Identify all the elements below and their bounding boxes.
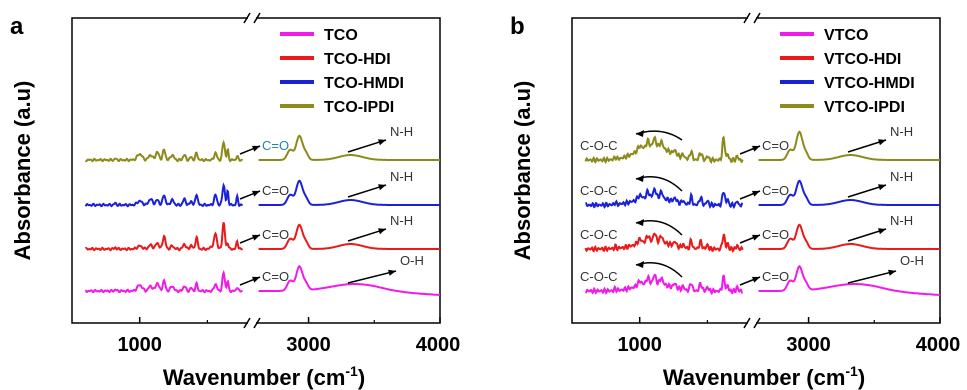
series-line-left [84,269,243,294]
x-tick-label: 3000 [286,334,331,356]
annotation-arrowhead [752,190,760,197]
panel-b: 1000 3000 4000 Wavenumber (cm-1) Absorbance … [510,12,961,390]
annotation-arrowhead [252,145,260,152]
legend-entry: VTCO [824,27,868,44]
axis-break-mark-top [753,12,761,24]
x-axis-label: Wavenumber (cm-1) [663,363,865,390]
annotation-arrowhead [252,234,260,241]
annotation-arrowhead [878,228,886,235]
annotation-arrow [847,270,897,284]
legend-entry: TCO-HMDI [324,75,404,92]
x-axis-label-text: Wavenumber (cm [663,365,846,390]
x-axis-label-superscript: -1 [345,363,358,379]
annotation-arrowhead [752,234,760,241]
axis-break-mark-top [243,12,251,24]
annotation-arrowhead [252,276,260,283]
annotation-label: C-O-C [580,138,618,153]
annotation-label: C-O-C [580,269,618,284]
annotation-arrowhead [636,219,644,226]
annotation-arrowhead [388,269,396,276]
legend-entry: VTCO-HMDI [824,75,915,92]
series-line-right [258,223,440,250]
axis-break-gap-bottom [748,319,756,327]
axis-break-mark-bottom [743,317,751,329]
annotation-label: C=O [262,269,289,284]
annotation-label: O-H [900,253,924,268]
annotation-arrowhead [378,228,386,235]
panel-a: 1000 3000 4000 Wavenumber (cm-1) Absorbance … [10,12,461,390]
annotation-label: N-H [890,213,913,228]
axis-break-mark-bottom [243,317,251,329]
annotation-label: O-H [400,253,424,268]
x-axis-label-text: Wavenumber (cm [163,365,346,390]
series-line-left [584,135,744,165]
annotation-label: N-H [890,124,913,139]
panel-label: b [510,13,525,40]
annotation-arrowhead [752,276,760,283]
series-line-right [758,179,940,206]
annotation-arrow [347,270,397,284]
legend-entry: VTCO-HDI [824,51,901,68]
x-tick-label: 1000 [617,334,662,356]
annotation-label: C=O [262,227,289,242]
annotation-arrowhead [636,130,644,137]
axis-break-mark-top [743,12,751,24]
annotation-label: N-H [390,169,413,184]
annotation-arrowhead [878,139,886,146]
y-axis-label: Absorbance (a.u) [510,81,535,261]
series-line-right [258,265,441,296]
series-line-right [758,223,940,250]
legend-entry: VTCO-IPDI [824,99,905,116]
legend-entry: TCO [324,27,358,44]
series-line-right [758,265,941,296]
annotation-arrowhead [378,139,386,146]
panel-label: a [10,13,24,40]
x-tick-label: 3000 [786,334,831,356]
axis-break-mark-bottom [253,317,261,329]
annotation-arrowhead [378,184,386,191]
series-line-left [585,273,743,296]
series-line-left [84,222,243,252]
annotation-arrowhead [636,261,644,268]
annotation-arrowhead [878,184,886,191]
x-axis-label-close: ) [358,365,365,390]
legend-entry: TCO-IPDI [324,99,394,116]
axis-break-gap-top [248,14,256,22]
series-line-left [84,182,243,208]
annotation-label: C-O-C [580,183,618,198]
x-axis-label-superscript: -1 [845,363,858,379]
axis-break-mark-bottom [753,317,761,329]
annotation-label: C=O [762,138,789,153]
series-line-right [258,179,440,206]
series-line-left [585,186,744,210]
series-line-right [758,130,940,161]
axis-break-mark-top [253,12,261,24]
series-line-left [84,139,243,163]
annotation-label: C=O [762,227,789,242]
annotation-label: C=O [262,183,289,198]
x-axis-label-close: ) [858,365,865,390]
annotation-label: C=O [762,183,789,198]
x-tick-label: 4000 [416,334,461,356]
series-line-left [584,232,744,253]
annotation-arrowhead [636,175,644,182]
axis-break-gap-bottom [248,319,256,327]
legend-entry: TCO-HDI [324,51,391,68]
series-line-right [258,134,440,161]
annotation-label: C-O-C [580,227,618,242]
annotation-label: N-H [390,213,413,228]
annotation-arrowhead [252,190,260,197]
x-tick-label: 4000 [916,334,961,356]
x-tick-label: 1000 [117,334,162,356]
annotation-label: N-H [890,169,913,184]
annotation-arrowhead [888,269,896,276]
axis-break-gap-top [748,14,756,22]
y-axis-label: Absorbance (a.u) [10,81,35,261]
annotation-label: C=O [262,138,289,153]
annotation-label: N-H [390,124,413,139]
annotation-arrowhead [752,145,760,152]
x-axis-label: Wavenumber (cm-1) [163,363,365,390]
annotation-label: C=O [762,269,789,284]
